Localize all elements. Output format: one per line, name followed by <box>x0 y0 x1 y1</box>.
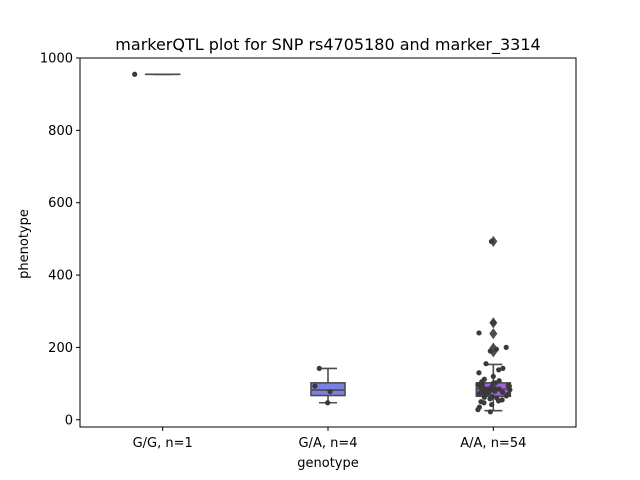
data-point <box>503 393 509 399</box>
plot-area <box>132 71 513 415</box>
data-point <box>483 361 489 367</box>
x-tick-label: A/A, n=54 <box>460 436 526 451</box>
data-point <box>476 391 482 397</box>
y-tick-label: 800 <box>48 124 73 139</box>
data-point <box>132 71 138 77</box>
data-point <box>496 367 502 373</box>
y-tick-label: 1000 <box>40 52 73 67</box>
x-axis: G/G, n=1 G/A, n=4 A/A, n=54 <box>133 427 526 451</box>
strip-points <box>312 365 333 406</box>
data-point <box>485 390 491 396</box>
data-point <box>490 373 496 379</box>
y-tick-label: 400 <box>48 269 73 284</box>
data-point <box>312 383 318 389</box>
data-point <box>489 401 495 408</box>
box-iqr <box>310 382 346 397</box>
data-point <box>327 388 333 395</box>
box-group <box>310 367 346 404</box>
data-point <box>496 386 502 392</box>
data-point <box>493 346 499 352</box>
y-axis-label: phenotype <box>17 209 32 279</box>
data-point <box>500 365 506 371</box>
data-point <box>500 389 506 395</box>
strip-points <box>475 238 513 415</box>
data-point <box>492 388 498 394</box>
data-point <box>476 330 482 336</box>
data-point <box>503 344 509 351</box>
outlier-marker <box>489 328 498 340</box>
data-point <box>487 409 493 415</box>
y-tick-label: 600 <box>48 196 73 211</box>
x-tick-label: G/G, n=1 <box>133 436 193 451</box>
y-axis: 0 200 400 600 800 1000 <box>40 52 80 428</box>
data-point <box>476 370 482 376</box>
data-point <box>496 378 502 384</box>
strip-points <box>132 71 138 77</box>
data-point <box>487 348 493 354</box>
data-point <box>481 394 487 400</box>
data-point <box>495 398 502 404</box>
y-tick-label: 200 <box>48 341 73 356</box>
chart-title: markerQTL plot for SNP rs4705180 and mar… <box>115 35 540 55</box>
x-tick-label: G/A, n=4 <box>298 436 357 451</box>
data-point <box>481 400 487 406</box>
data-point <box>487 396 493 402</box>
data-point <box>490 320 497 326</box>
data-point <box>507 387 513 393</box>
data-point <box>475 407 481 413</box>
y-tick-label: 0 <box>65 413 73 428</box>
data-point <box>488 238 495 245</box>
x-axis-label: genotype <box>297 456 358 471</box>
data-point <box>316 365 322 371</box>
data-point <box>325 400 331 406</box>
